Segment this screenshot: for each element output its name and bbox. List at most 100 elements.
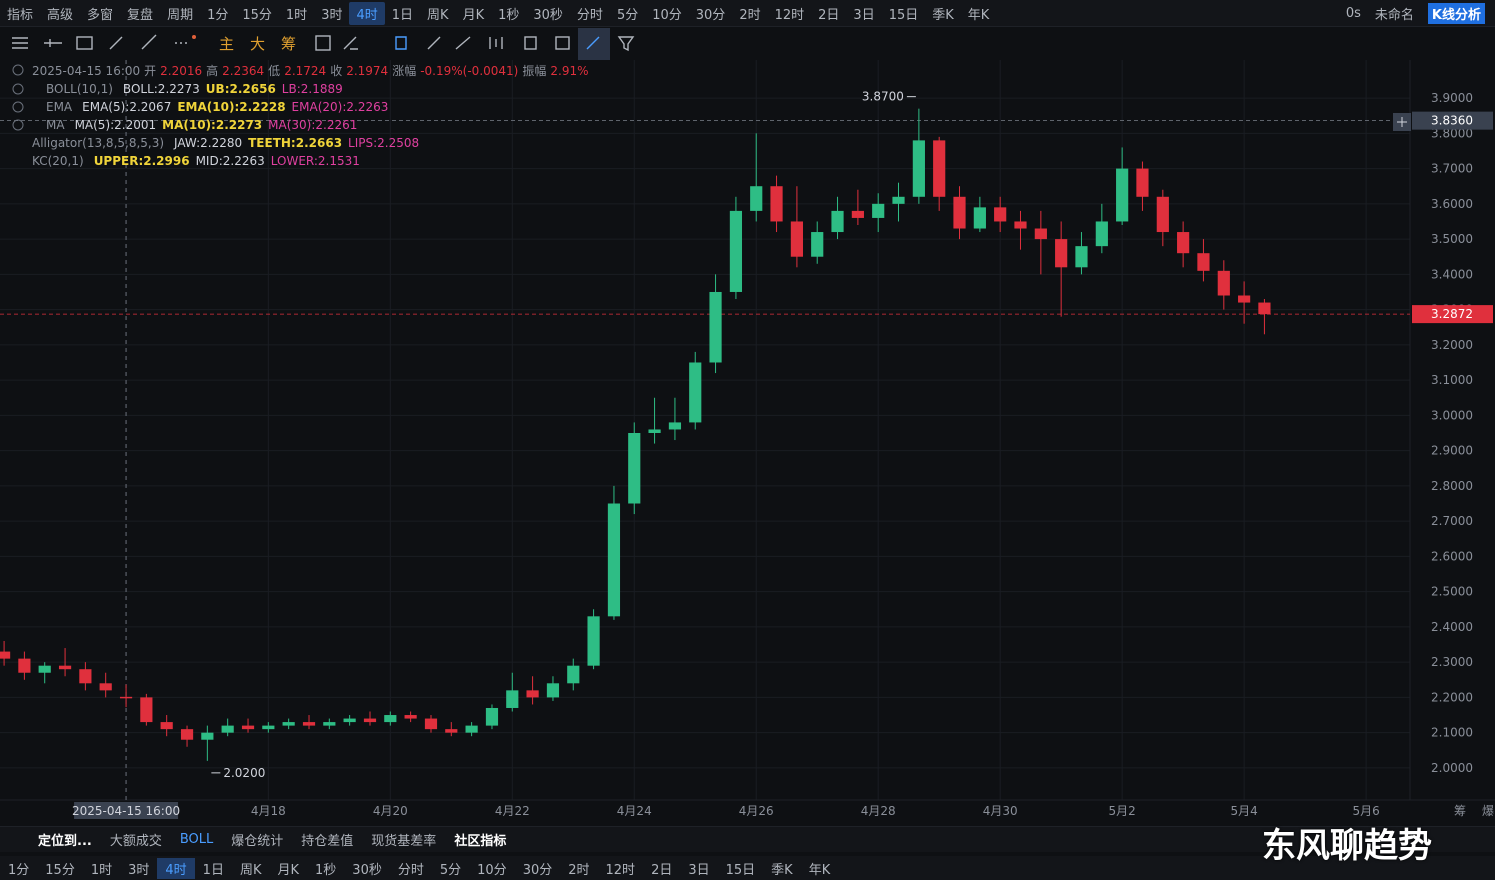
candle-body: [770, 186, 783, 222]
indicator-item[interactable]: 定位到...: [38, 834, 92, 849]
period-item[interactable]: 月K: [277, 862, 300, 878]
rect-icon[interactable]: [76, 36, 93, 50]
draw-tool[interactable]: 筹: [281, 35, 296, 53]
menu-icon[interactable]: [12, 37, 28, 49]
legend-toggle[interactable]: [12, 101, 24, 113]
legend-text: MA: [46, 118, 65, 132]
toolbar-item[interactable]: 1日: [391, 7, 414, 23]
toolbar-item[interactable]: 季K: [932, 7, 954, 23]
toolbar-item[interactable]: 指标: [7, 7, 34, 23]
period-item[interactable]: 15分: [45, 862, 75, 878]
toolbar-item[interactable]: 复盘: [127, 7, 154, 23]
toolbar-item[interactable]: 多窗: [87, 7, 114, 23]
ruler-icon[interactable]: [427, 36, 441, 50]
axis-corner-label[interactable]: 爆: [1482, 804, 1494, 818]
indicator-item[interactable]: 爆仓统计: [231, 834, 284, 849]
period-item[interactable]: 30分: [522, 862, 553, 878]
candle-body: [912, 140, 925, 197]
indicator-item[interactable]: 社区指标: [454, 834, 507, 849]
toolbar-item[interactable]: 2时: [739, 7, 761, 23]
axis-corner-label[interactable]: 筹: [1454, 804, 1466, 818]
toolbar-item[interactable]: 15分: [242, 7, 272, 23]
link-icon[interactable]: [586, 36, 600, 50]
toolbar-item[interactable]: 周期: [167, 7, 194, 23]
candle-body: [546, 683, 560, 698]
sync-icon[interactable]: [315, 35, 331, 51]
legend-text: 开: [144, 64, 156, 78]
indicator-item[interactable]: 现货基差率: [371, 834, 437, 849]
toolbar-item[interactable]: 月K: [462, 7, 485, 23]
period-item[interactable]: 1分: [8, 862, 30, 878]
hline-icon[interactable]: [44, 39, 62, 47]
candle-icon[interactable]: [489, 37, 503, 49]
candle-body: [180, 729, 194, 740]
toolbar-item[interactable]: 5分: [616, 7, 639, 23]
toolbar-item[interactable]: 周K: [427, 7, 449, 23]
period-item[interactable]: 3时: [128, 862, 150, 878]
period-item[interactable]: 2时: [568, 862, 590, 878]
toolbar-item[interactable]: 分时: [576, 7, 603, 23]
pen-icon[interactable]: [109, 36, 123, 50]
toolbar-item[interactable]: 高级: [47, 7, 74, 23]
toolbar-item[interactable]: 30秒: [533, 7, 563, 23]
x-tick-label: 5月4: [1230, 804, 1257, 818]
y-tick-label: 3.1000: [1431, 373, 1473, 387]
top-right-item[interactable]: 未命名: [1374, 7, 1414, 23]
legend-text: 振幅: [522, 63, 546, 78]
toolbar-item[interactable]: 2日: [818, 7, 840, 23]
period-item[interactable]: 5分: [439, 862, 462, 878]
x-tick-label: 4月18: [251, 804, 286, 818]
period-item[interactable]: 4时: [157, 857, 195, 879]
edit-icon[interactable]: [555, 36, 570, 50]
toolbar-item[interactable]: 30分: [695, 7, 726, 23]
candle-body: [1014, 221, 1027, 229]
legend-toggle[interactable]: [12, 64, 24, 76]
draw-tool[interactable]: 大: [250, 35, 265, 53]
period-item[interactable]: 年K: [808, 862, 831, 878]
period-item[interactable]: 1时: [90, 862, 113, 878]
toolbar-item[interactable]: 3日: [853, 7, 875, 23]
period-item[interactable]: 12时: [605, 862, 636, 878]
toolbar-item[interactable]: 1时: [285, 7, 308, 23]
brush-icon[interactable]: [455, 36, 471, 50]
draw-tool[interactable]: 主: [219, 35, 234, 53]
indicator-item[interactable]: BOLL: [179, 832, 214, 847]
toolbar-item[interactable]: 年K: [967, 7, 990, 23]
period-item[interactable]: 3日: [688, 862, 710, 878]
toolbar-item[interactable]: 1秒: [498, 7, 520, 23]
y-tick-label: 2.1000: [1431, 726, 1473, 740]
toolbar-item[interactable]: 1分: [207, 7, 229, 23]
toolbar-item[interactable]: 10分: [652, 7, 682, 23]
candle-body: [465, 725, 478, 733]
x-tick-label: 4月28: [861, 804, 896, 818]
y-tick-label: 2.8000: [1431, 479, 1473, 493]
period-item[interactable]: 30秒: [352, 862, 382, 878]
period-item[interactable]: 15日: [725, 862, 756, 878]
candle-body: [99, 683, 112, 691]
period-item[interactable]: 10分: [477, 862, 507, 878]
toolbar-item[interactable]: 4时: [349, 1, 385, 25]
toolbar-item[interactable]: 3时: [321, 7, 343, 23]
top-right-item[interactable]: K线分析: [1427, 2, 1485, 24]
legend-toggle[interactable]: [12, 119, 24, 131]
lock-icon[interactable]: [524, 36, 537, 50]
period-item[interactable]: 2日: [651, 862, 673, 878]
indicator-item[interactable]: 大额成交: [109, 834, 162, 849]
period-item[interactable]: 1日: [202, 862, 224, 878]
magnet-icon[interactable]: [343, 36, 358, 50]
toolbar-item[interactable]: 15日: [888, 7, 919, 23]
crosshair-label: 2025-04-15 16:00: [72, 804, 180, 818]
period-item[interactable]: 1秒: [315, 862, 337, 878]
top-right-item[interactable]: 0s: [1345, 5, 1361, 21]
period-item[interactable]: 周K: [239, 862, 262, 878]
line-icon[interactable]: [141, 34, 157, 50]
candle-body: [424, 718, 438, 730]
legend-toggle[interactable]: [12, 83, 24, 95]
copy-icon[interactable]: [395, 36, 407, 50]
period-item[interactable]: 分时: [397, 862, 424, 878]
indicator-item[interactable]: 持仓差值: [301, 834, 354, 849]
toolbar-item[interactable]: 12时: [774, 7, 805, 23]
period-item[interactable]: 季K: [771, 862, 793, 878]
filter-icon[interactable]: [617, 36, 635, 52]
